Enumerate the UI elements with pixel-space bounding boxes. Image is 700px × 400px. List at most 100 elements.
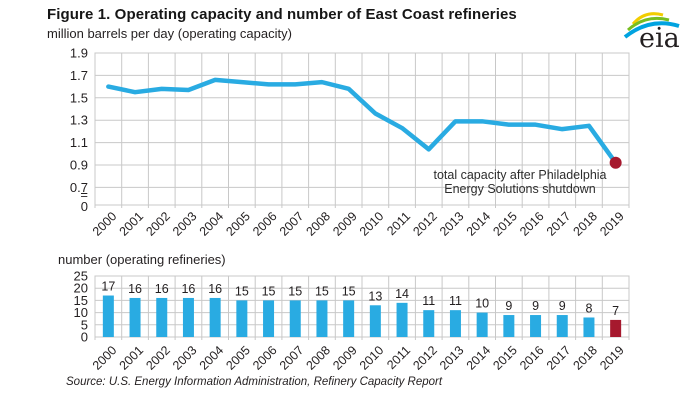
refinery-value-label-2006: 15 [262, 284, 276, 298]
capacity-xlabel-2005: 2005 [223, 209, 253, 239]
capacity-ytick-0.9: 0.9 [70, 158, 88, 173]
refinery-bar-2019-highlight[interactable] [610, 319, 622, 337]
refinery-bar-2004[interactable] [209, 297, 221, 337]
refinery-value-label-2007: 15 [288, 284, 302, 298]
capacity-line[interactable] [106, 77, 618, 166]
capacity-ytick-1.5: 1.5 [70, 90, 88, 105]
capacity-ytick-0: 0 [81, 199, 88, 214]
capacity-line-chart: 1.91.71.51.31.10.90.7=020002001200220032… [70, 46, 630, 239]
refinery-value-label-2019: 7 [612, 304, 619, 318]
refinery-xlabel-2018: 2018 [571, 343, 601, 373]
refinery-bar-2016[interactable] [530, 315, 542, 337]
refinery-value-label-2001: 16 [128, 282, 142, 296]
capacity-xlabel-2008: 2008 [304, 209, 334, 239]
refinery-xlabel-2016: 2016 [517, 343, 547, 373]
logo-blue-arc [623, 21, 680, 39]
capacity-xlabel-2017: 2017 [544, 209, 574, 239]
refinery-value-label-2000: 17 [101, 280, 115, 294]
refinery-bar-2014[interactable] [476, 312, 488, 337]
figure-title: Figure 1. Operating capacity and number … [47, 6, 517, 23]
refinery-xlabel-2010: 2010 [357, 343, 387, 373]
refinery-xlabel-2006: 2006 [250, 343, 280, 373]
refinery-xlabel-2001: 2001 [117, 343, 147, 373]
eia-logo-text: eia [639, 23, 680, 51]
capacity-xlabel-2002: 2002 [143, 209, 173, 239]
refinery-ytick-10: 10 [74, 305, 88, 320]
refinery-value-label-2010: 13 [368, 289, 382, 303]
refinery-xlabel-2012: 2012 [410, 343, 440, 373]
refinery-bar-2001[interactable] [129, 297, 141, 337]
refinery-value-label-2017: 9 [559, 299, 566, 313]
capacity-xlabel-2009: 2009 [330, 209, 360, 239]
capacity-ytick-1.7: 1.7 [70, 68, 88, 83]
refinery-ytick-0: 0 [81, 330, 88, 345]
capacity-xlabel-2006: 2006 [250, 209, 280, 239]
logo-green-arc [627, 16, 670, 32]
axis-break-symbol: = [80, 187, 88, 202]
refinery-xlabel-2009: 2009 [330, 343, 360, 373]
capacity-ytick-1.3: 1.3 [70, 113, 88, 128]
capacity-xlabel-2007: 2007 [277, 209, 307, 239]
refinery-xlabel-2000: 2000 [90, 343, 120, 373]
capacity-xlabel-2011: 2011 [384, 209, 413, 238]
refinery-xlabel-2014: 2014 [464, 343, 494, 373]
refinery-value-label-2013: 11 [449, 294, 462, 308]
refinery-bar-2012[interactable] [423, 310, 435, 337]
refinery-value-label-2008: 15 [315, 284, 329, 298]
capacity-xlabel-2001: 2001 [117, 209, 147, 239]
refinery-xlabel-2015: 2015 [490, 343, 520, 373]
refinery-xlabel-2003: 2003 [170, 343, 200, 373]
refinery-bar-2015[interactable] [503, 315, 515, 337]
annotation-line-2: Energy Solutions shutdown [444, 182, 596, 196]
refinery-ytick-5: 5 [81, 317, 88, 332]
refinery-bar-2000[interactable] [102, 295, 114, 337]
refinery-xlabel-2007: 2007 [277, 343, 307, 373]
refinery-axis-title: number (operating refineries) [58, 252, 226, 267]
refinery-xlabel-2019: 2019 [597, 343, 627, 373]
eia-logo: eia [623, 5, 687, 54]
refinery-xlabel-2005: 2005 [223, 343, 253, 373]
refinery-bar-2006[interactable] [263, 300, 275, 337]
capacity-xlabel-2003: 2003 [170, 209, 200, 239]
refinery-bar-2008[interactable] [316, 300, 328, 337]
refinery-bar-2003[interactable] [182, 297, 194, 337]
refinery-value-label-2016: 9 [532, 299, 539, 313]
refinery-xlabel-2002: 2002 [143, 343, 173, 373]
eia-logo-graphic: eia [623, 12, 680, 54]
refinery-value-label-2012: 11 [422, 294, 435, 308]
capacity-xlabel-2010: 2010 [357, 209, 387, 239]
capacity-ytick-1.9: 1.9 [70, 46, 88, 61]
refinery-xlabel-2011: 2011 [384, 343, 413, 372]
refinery-ytick-15: 15 [74, 293, 88, 308]
refinery-value-label-2015: 9 [505, 299, 512, 313]
capacity-axis-title: million barrels per day (operating capac… [47, 26, 292, 41]
refinery-xlabel-2008: 2008 [304, 343, 334, 373]
capacity-2019-highlight-point[interactable] [609, 156, 622, 169]
refinery-bar-2010[interactable] [369, 305, 381, 337]
refinery-bar-2018[interactable] [583, 317, 595, 337]
refinery-bar-2002[interactable] [156, 297, 168, 337]
annotation-line-1: total capacity after Philadelphia [433, 168, 607, 182]
capacity-ytick-0.7: 0.7 [70, 180, 88, 195]
refinery-bar-2013[interactable] [449, 310, 461, 337]
refinery-bar-2017[interactable] [556, 315, 568, 337]
capacity-xlabel-2014: 2014 [464, 209, 494, 239]
capacity-xlabel-2004: 2004 [197, 209, 227, 239]
capacity-xlabel-2016: 2016 [517, 209, 547, 239]
refinery-value-label-2018: 8 [585, 301, 592, 315]
refinery-value-label-2014: 10 [475, 297, 489, 311]
refinery-bar-2009[interactable] [343, 300, 355, 337]
refinery-bar-2007[interactable] [289, 300, 301, 337]
refinery-value-label-2003: 16 [181, 282, 195, 296]
refinery-value-label-2005: 15 [235, 284, 249, 298]
refinery-ytick-25: 25 [74, 269, 88, 284]
refinery-value-label-2009: 15 [342, 284, 356, 298]
capacity-xlabel-2019: 2019 [597, 209, 627, 239]
refinery-bar-2011[interactable] [396, 302, 408, 337]
logo-yellow-arc [631, 12, 664, 26]
refinery-bar-2005[interactable] [236, 300, 248, 337]
capacity-ytick-1.1: 1.1 [70, 135, 88, 150]
annotation-pes-shutdown: total capacity after Philadelphia Energy… [420, 168, 620, 196]
